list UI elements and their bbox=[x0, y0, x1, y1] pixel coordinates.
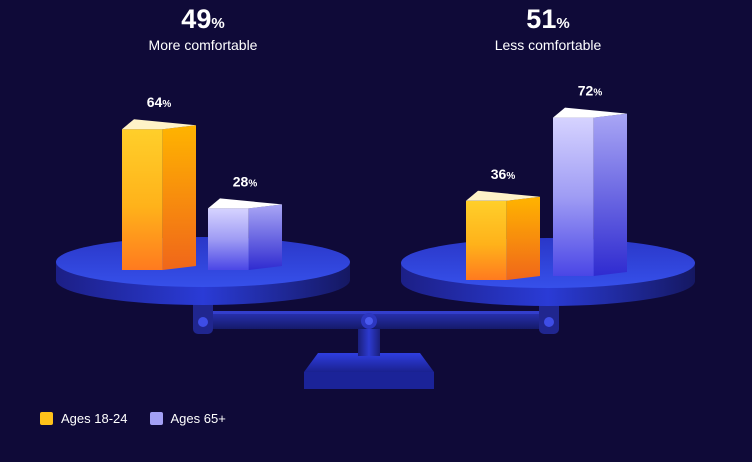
legend-label-ages-18-24: Ages 18-24 bbox=[61, 411, 128, 426]
bar-top-1-1 bbox=[553, 107, 627, 118]
right-dish-top bbox=[401, 238, 695, 288]
left-pivot bbox=[198, 317, 208, 327]
bar-front-0-0 bbox=[122, 129, 163, 270]
group-big-unit-left: % bbox=[211, 15, 224, 32]
group-headline-right: 51% Less comfortable bbox=[495, 4, 602, 53]
group-big-value-right: 51% bbox=[526, 4, 569, 34]
legend-swatch-ages-65 bbox=[149, 412, 163, 425]
right-pivot bbox=[544, 317, 554, 327]
bar-front-1-1 bbox=[553, 117, 594, 276]
bar-side-0-0 bbox=[162, 125, 196, 270]
group-caption-right: Less comfortable bbox=[495, 37, 602, 53]
left-dish-top bbox=[56, 237, 350, 287]
legend-item-ages-65: Ages 65+ bbox=[149, 411, 226, 426]
bar-value-label: 36% bbox=[491, 166, 516, 182]
bar-side-1-0 bbox=[506, 196, 540, 280]
bar-front-0-1 bbox=[208, 208, 249, 270]
center-pivot-core bbox=[365, 317, 373, 325]
bars: 64% 36% 28% 72% bbox=[122, 83, 627, 280]
bar-side-0-1 bbox=[248, 204, 282, 270]
bar-top-0-0 bbox=[122, 119, 196, 130]
bar-top-1-0 bbox=[466, 190, 540, 201]
group-caption-left: More comfortable bbox=[149, 37, 258, 53]
bar-value-label: 64% bbox=[147, 94, 172, 110]
scale bbox=[193, 300, 559, 389]
bar bbox=[553, 107, 627, 276]
bar bbox=[208, 198, 282, 270]
scale-base-top bbox=[304, 353, 434, 372]
bar-value-label: 72% bbox=[578, 83, 603, 99]
left-dish bbox=[56, 237, 350, 305]
scale-base-front bbox=[304, 372, 434, 389]
bar-front-1-0 bbox=[466, 200, 507, 280]
legend-swatch-ages-18-24 bbox=[40, 412, 53, 425]
bar bbox=[122, 119, 196, 270]
legend: Ages 18-24 Ages 65+ bbox=[40, 411, 226, 426]
bar bbox=[466, 190, 540, 280]
group-headline-left: 49% More comfortable bbox=[149, 4, 258, 53]
legend-item-ages-18-24: Ages 18-24 bbox=[40, 411, 128, 426]
right-dish bbox=[401, 238, 695, 306]
scale-beam-highlight bbox=[200, 311, 548, 314]
legend-label-ages-65: Ages 65+ bbox=[170, 411, 226, 426]
bar-value-label: 28% bbox=[233, 173, 258, 189]
group-big-value-left: 49% bbox=[181, 4, 224, 34]
group-big-unit-right: % bbox=[556, 15, 569, 32]
bar-side-1-1 bbox=[593, 113, 627, 276]
bar-top-0-1 bbox=[208, 198, 282, 209]
